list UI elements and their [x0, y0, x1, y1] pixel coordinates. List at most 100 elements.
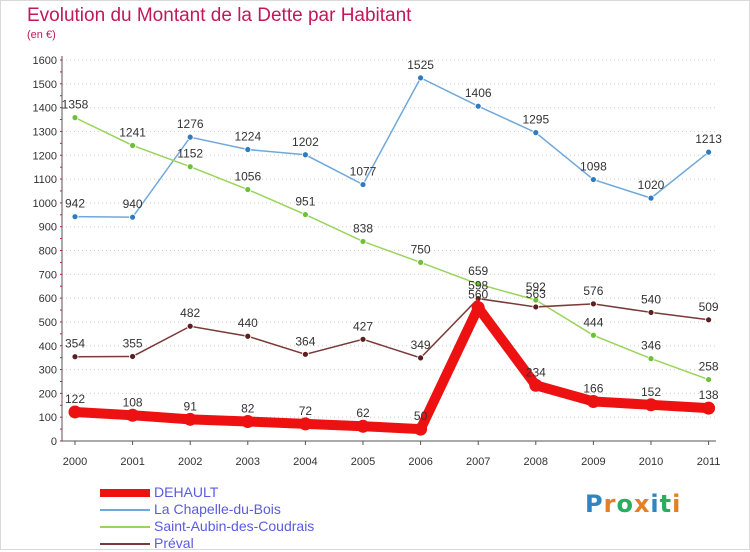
logo-letter: o — [616, 490, 634, 518]
data-point — [417, 74, 425, 82]
y-tick-label: 1100 — [33, 174, 57, 186]
x-tick-label: 2010 — [639, 456, 663, 468]
data-point — [186, 163, 194, 171]
axes — [61, 56, 716, 442]
data-point — [474, 280, 482, 288]
data-label: 1406 — [465, 86, 492, 100]
data-point — [68, 405, 82, 419]
data-point — [647, 194, 655, 202]
series-line — [74, 116, 709, 381]
data-label: 1152 — [177, 147, 203, 161]
data-label: 1224 — [234, 130, 261, 144]
y-tick-label: 200 — [39, 388, 57, 400]
data-point — [244, 186, 252, 193]
legend-swatch — [100, 526, 150, 528]
data-label: 1241 — [119, 125, 146, 139]
x-tick-label: 2003 — [236, 456, 260, 468]
y-tick-label: 1400 — [33, 103, 57, 115]
data-label: 482 — [180, 306, 200, 320]
data-label: 122 — [65, 392, 85, 406]
data-point — [590, 331, 597, 339]
proxiti-logo: Proxiti — [585, 490, 681, 518]
data-point — [126, 408, 140, 422]
data-label: 576 — [583, 284, 603, 298]
data-label: 354 — [65, 337, 85, 351]
y-tick-label: 700 — [39, 269, 57, 281]
data-label: 560 — [468, 288, 488, 302]
chart-subtitle: (en €) — [27, 29, 56, 41]
data-point — [417, 259, 425, 266]
logo-letter: x — [633, 490, 651, 518]
legend-label: Saint-Aubin-des-Coudrais — [154, 518, 315, 534]
logo-letter: P — [585, 490, 604, 518]
logo-letter: i — [650, 490, 660, 518]
x-tick-label: 2002 — [178, 456, 202, 468]
data-point — [705, 148, 712, 156]
data-label: 364 — [295, 334, 315, 348]
data-point — [241, 414, 255, 428]
data-label: 440 — [238, 316, 258, 330]
y-tick-label: 1200 — [33, 150, 57, 162]
legend-swatch — [100, 509, 150, 511]
y-tick-label: 900 — [39, 222, 57, 234]
x-axis-ticks: 2000 2001 2002 2003 2004 2005 2006 2007 2008 2009… — [63, 441, 721, 468]
data-point — [532, 303, 540, 311]
x-tick-label: 2008 — [524, 456, 548, 468]
data-point — [129, 142, 137, 149]
data-point — [590, 300, 597, 308]
data-point — [359, 181, 367, 188]
data-label: 1213 — [695, 132, 722, 146]
data-label: 951 — [295, 195, 315, 209]
data-point — [71, 353, 79, 361]
grid-lines — [62, 59, 716, 418]
data-label: 540 — [641, 292, 661, 306]
data-label: 91 — [184, 399, 198, 413]
data-label: 592 — [526, 280, 546, 294]
data-label: 258 — [699, 360, 719, 374]
data-label: 1020 — [638, 178, 665, 192]
data-point — [647, 355, 655, 363]
y-tick-label: 600 — [39, 293, 57, 305]
data-point — [414, 422, 428, 436]
data-point — [301, 151, 309, 159]
data-label: 563 — [526, 287, 546, 301]
legend-swatch — [100, 489, 150, 497]
data-point — [590, 176, 597, 183]
data-label: 72 — [299, 404, 313, 418]
data-label: 942 — [65, 197, 85, 211]
legend-label: Préval — [154, 535, 194, 551]
data-label: 1525 — [407, 58, 434, 72]
y-tick-label: 100 — [39, 412, 57, 424]
data-point — [71, 213, 79, 221]
chart-title: Evolution du Montant de la Dette par Hab… — [27, 5, 412, 26]
data-label: 108 — [123, 395, 143, 409]
data-label: 138 — [699, 388, 719, 402]
logo-letter: t — [659, 490, 673, 518]
data-point — [705, 376, 712, 383]
data-label: 509 — [699, 300, 719, 314]
data-point — [356, 419, 370, 433]
data-label: 346 — [641, 339, 661, 353]
x-tick-label: 2000 — [63, 456, 87, 468]
data-label: 1077 — [350, 165, 377, 179]
data-label: 838 — [353, 221, 373, 235]
data-label: 598 — [468, 279, 488, 293]
logo-letter: i — [672, 490, 682, 518]
x-tick-label: 2011 — [697, 456, 721, 468]
data-point — [186, 322, 194, 330]
data-label: 444 — [583, 315, 603, 329]
data-point — [647, 309, 655, 316]
data-label: 1202 — [292, 135, 319, 149]
logo-letter: r — [603, 490, 617, 518]
data-point — [532, 129, 540, 137]
data-label: 1056 — [234, 170, 261, 184]
legend-swatch — [100, 543, 150, 545]
data-point — [644, 398, 658, 412]
data-label: 427 — [353, 319, 373, 333]
data-point — [183, 412, 197, 426]
legend-label: DEHAULT — [154, 484, 219, 500]
data-label: 1295 — [522, 113, 549, 127]
line-chart: 0 100 200 300 400 500 600 700 800 900 1000 1100 1200… — [33, 55, 723, 468]
legend-label: La Chapelle-du-Bois — [154, 501, 281, 517]
